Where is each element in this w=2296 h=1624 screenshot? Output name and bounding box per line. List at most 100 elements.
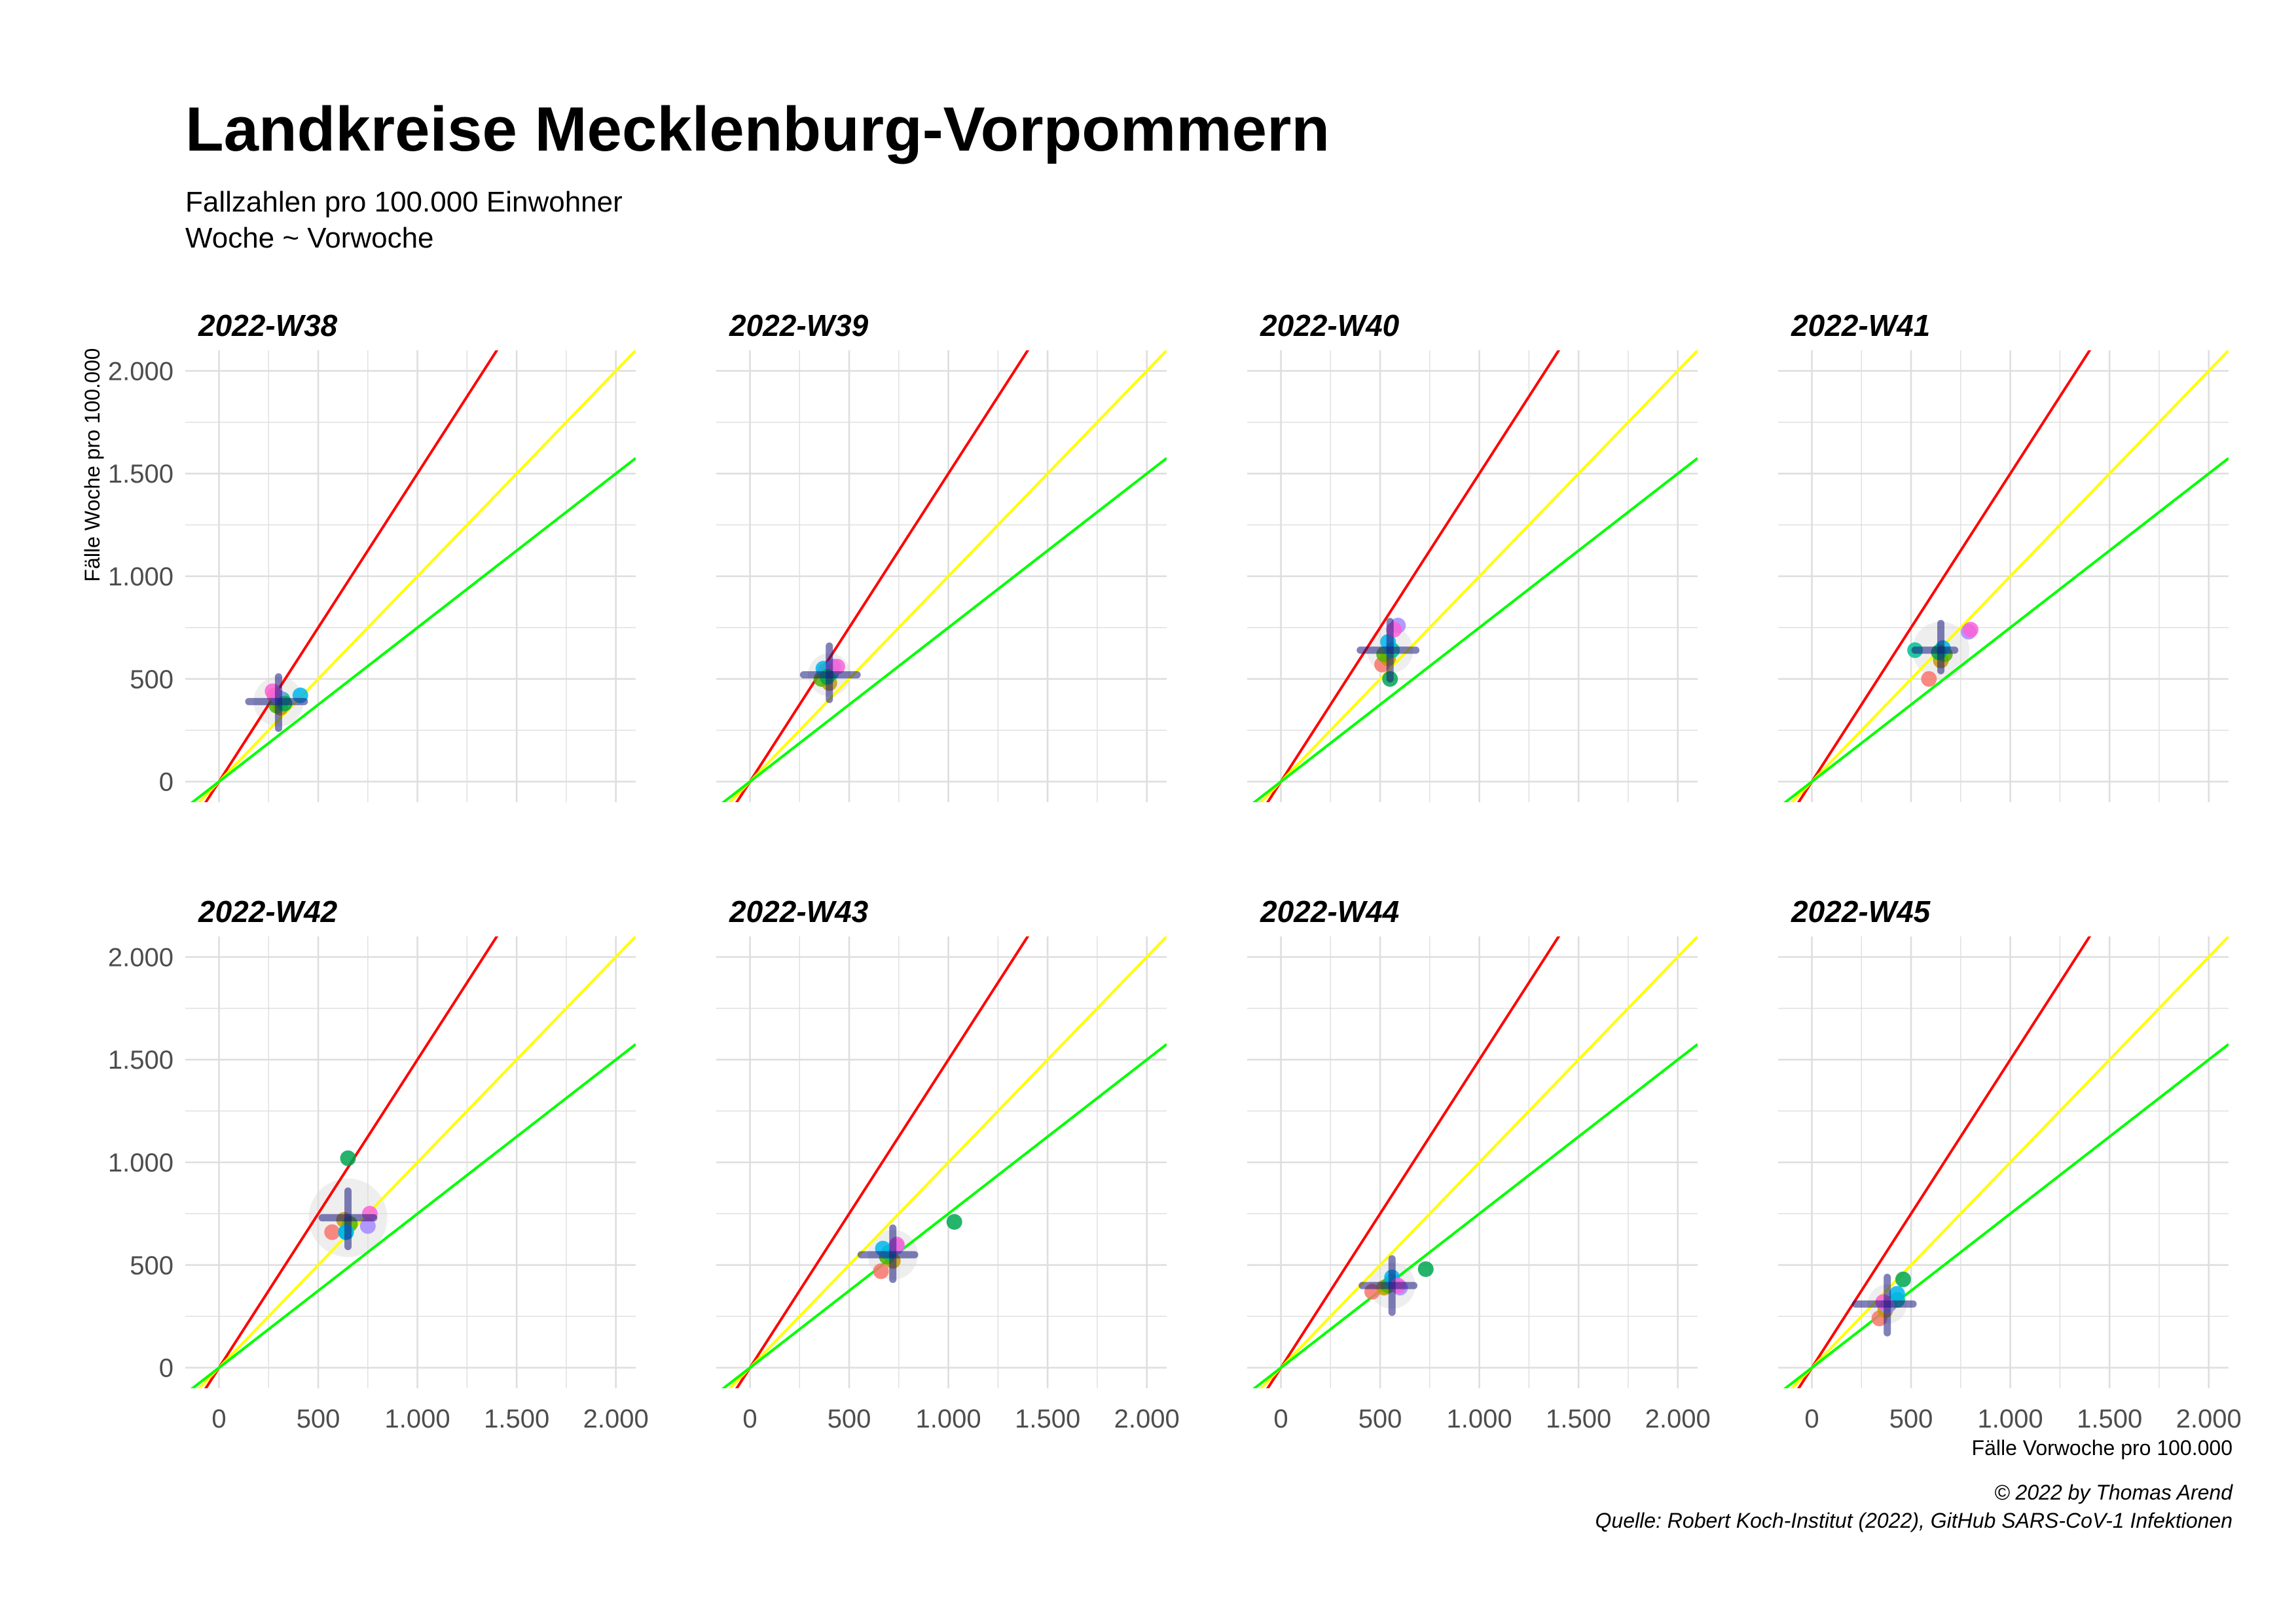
reference-line-slope-1.5 [1796, 350, 2092, 802]
facet-label: 2022-W42 [198, 895, 338, 929]
chart-title: Landkreise Mecklenburg-Vorpommern [185, 94, 1330, 164]
y-axis-label: Fälle Woche pro 100.000 [81, 348, 104, 582]
reference-line-slope-1.5 [204, 936, 499, 1388]
x-tick-label: 2.000 [1114, 1405, 1180, 1433]
facet-label: 2022-W43 [729, 895, 869, 929]
reference-line-slope-1 [1259, 936, 1698, 1388]
gridlines [1247, 350, 1698, 802]
facet-panel-2022-W43: 2022-W43 0 500 1.000 1.500 2.000 [716, 895, 1180, 1433]
facet-panel-2022-W42: 2022-W42 0 500 1.000 1.500 2.000 0 500 1.000 1.50… [108, 895, 649, 1433]
data-point [340, 1150, 356, 1166]
reference-line-slope-1 [1259, 350, 1698, 802]
caption-source: Quelle: Robert Koch-Institut (2022), Git… [1595, 1509, 2233, 1532]
facet-label: 2022-W38 [198, 308, 338, 342]
y-tick-label: 0 [159, 1354, 173, 1383]
plot-area [190, 350, 636, 802]
reference-line-slope-0.75 [1252, 457, 1698, 802]
y-tick-label: 0 [159, 768, 173, 797]
reference-line-slope-1.5 [735, 350, 1030, 802]
y-tick-label: 500 [130, 1251, 173, 1280]
plot-area [1783, 936, 2229, 1388]
chart-subtitle-line1: Fallzahlen pro 100.000 Einwohner [185, 186, 623, 218]
gridlines [716, 936, 1167, 1388]
facet-panel-2022-W38: 2022-W38 0 500 1.000 1.500 2.000 [108, 308, 636, 802]
x-tick-label: 0 [211, 1405, 226, 1433]
x-tick-label: 0 [742, 1405, 757, 1433]
data-point [873, 1263, 889, 1280]
reference-line-slope-0.75 [721, 457, 1167, 802]
y-tick-label: 1.500 [108, 460, 173, 489]
reference-line-slope-1 [728, 936, 1167, 1388]
reference-line-slope-1.5 [1796, 936, 2092, 1388]
facet-panel-2022-W40: 2022-W40 [1247, 308, 1698, 802]
facet-label: 2022-W40 [1260, 308, 1400, 342]
x-tick-label: 0 [1273, 1405, 1288, 1433]
x-tick-label: 500 [1358, 1405, 1402, 1433]
x-tick-label: 1.500 [1015, 1405, 1080, 1433]
reference-line-slope-1 [1790, 350, 2229, 802]
gridlines [1778, 350, 2229, 802]
plot-area [1252, 936, 1698, 1388]
facet-panel-2022-W39: 2022-W39 [716, 308, 1167, 802]
facet-grid: 2022-W38 0 500 1.000 1.500 2.000 2022-W39 2022-… [108, 308, 2242, 1433]
reference-line-slope-1.5 [204, 350, 499, 802]
reference-line-slope-1 [197, 350, 636, 802]
y-tick-label: 2.000 [108, 357, 173, 386]
reference-line-slope-1.5 [1266, 350, 1561, 802]
gridlines [185, 350, 636, 802]
reference-line-slope-0.75 [1783, 1043, 2229, 1388]
x-tick-label: 2.000 [2176, 1405, 2242, 1433]
data-point [1895, 1271, 1911, 1287]
facet-label: 2022-W44 [1260, 895, 1399, 929]
facet-label: 2022-W39 [729, 308, 869, 342]
reference-line-slope-0.75 [1783, 457, 2229, 802]
reference-line-slope-0.75 [190, 457, 636, 802]
y-tick-label: 500 [130, 665, 173, 694]
data-point [1962, 621, 1978, 638]
plot-area [721, 936, 1167, 1388]
plot-area [1783, 350, 2229, 802]
x-axis-label: Fälle Vorwoche pro 100.000 [1972, 1436, 2232, 1460]
data-point [829, 659, 845, 674]
facet-label: 2022-W45 [1791, 895, 1931, 929]
gridlines [1247, 936, 1698, 1388]
x-tick-label: 1.000 [385, 1405, 450, 1433]
x-tick-label: 2.000 [1645, 1405, 1711, 1433]
x-tick-label: 0 [1804, 1405, 1819, 1433]
data-point [1889, 1285, 1905, 1302]
y-tick-label: 2.000 [108, 943, 173, 972]
x-tick-label: 1.000 [1447, 1405, 1512, 1433]
caption-copyright: © 2022 by Thomas Arend [1994, 1481, 2233, 1504]
facet-panel-2022-W45: 2022-W45 0 500 1.000 1.500 2.000 [1778, 895, 2242, 1433]
y-tick-label: 1.000 [108, 563, 173, 591]
x-tick-label: 1.000 [1978, 1405, 2043, 1433]
x-tick-label: 500 [297, 1405, 340, 1433]
gridlines [1778, 936, 2229, 1388]
x-tick-label: 500 [1889, 1405, 1933, 1433]
x-tick-label: 1.500 [1546, 1405, 1611, 1433]
reference-line-slope-1 [728, 350, 1167, 802]
reference-line-slope-1 [1790, 936, 2229, 1388]
x-tick-label: 2.000 [583, 1405, 649, 1433]
gridlines [185, 936, 636, 1388]
gridlines [716, 350, 1167, 802]
data-point [946, 1213, 962, 1230]
reference-line-slope-1 [197, 936, 636, 1388]
plot-area [1252, 350, 1698, 802]
facet-panel-2022-W44: 2022-W44 0 500 1.000 1.500 2.000 [1247, 895, 1711, 1433]
x-tick-label: 1.500 [484, 1405, 549, 1433]
facet-panel-2022-W41: 2022-W41 [1778, 308, 2229, 802]
reference-line-slope-0.75 [721, 1043, 1167, 1388]
plot-area [190, 936, 636, 1388]
facet-label: 2022-W41 [1791, 308, 1930, 342]
x-tick-label: 500 [828, 1405, 871, 1433]
data-point [324, 1224, 340, 1240]
reference-line-slope-1.5 [1266, 936, 1561, 1388]
reference-line-slope-0.75 [190, 1043, 636, 1388]
chart-subtitle-line2: Woche ~ Vorwoche [185, 222, 434, 254]
data-point [359, 1218, 376, 1234]
y-tick-label: 1.500 [108, 1046, 173, 1075]
y-tick-label: 1.000 [108, 1149, 173, 1177]
plot-area [721, 350, 1167, 802]
